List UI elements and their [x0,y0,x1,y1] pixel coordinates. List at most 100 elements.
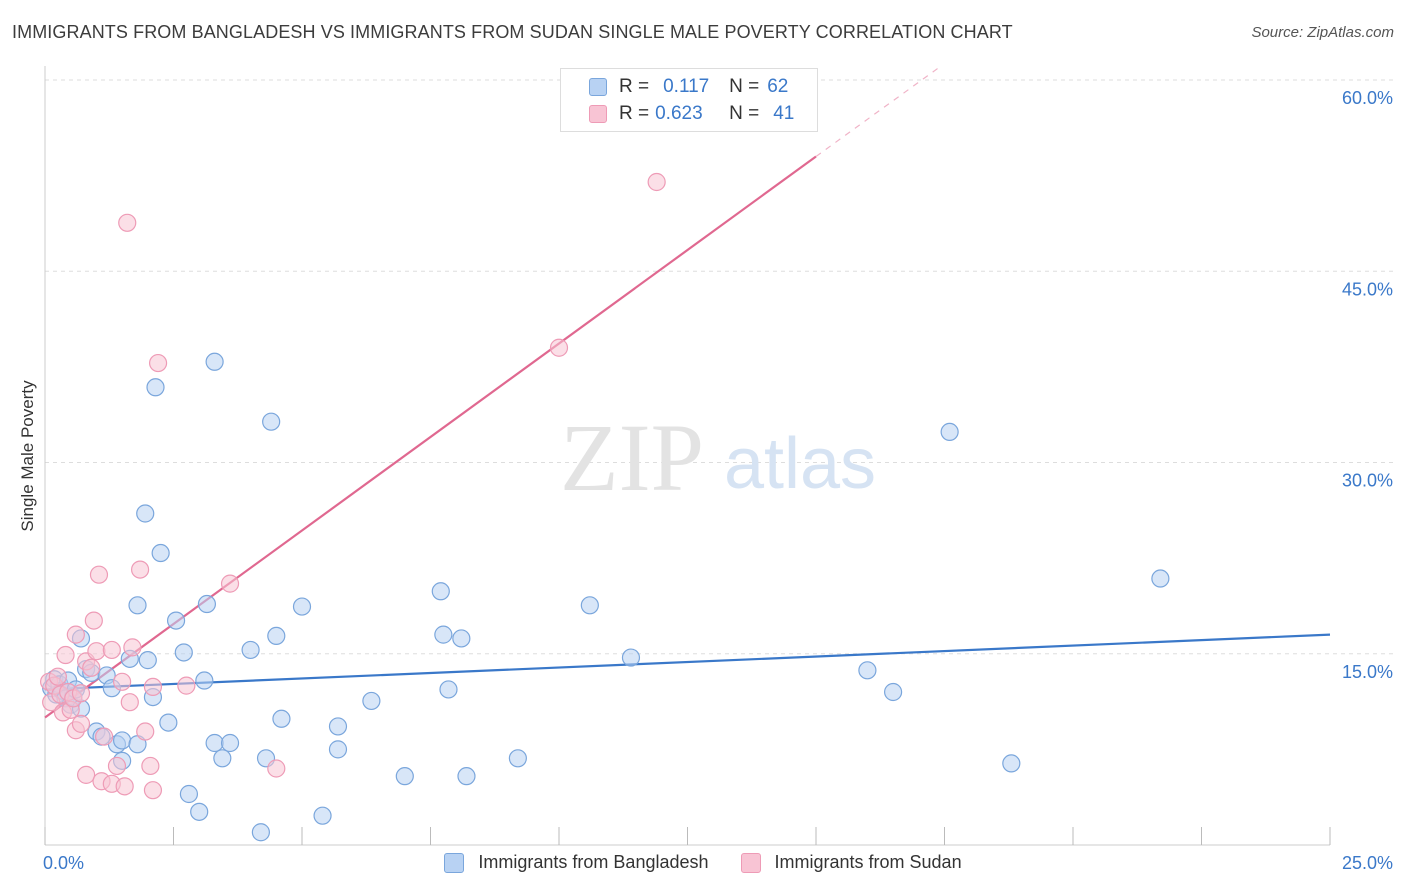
point-bangladesh [362,691,381,711]
y-tick-label: 45.0% [1342,279,1393,299]
point-bangladesh [1151,569,1170,588]
source-credit: Source: ZipAtlas.com [1251,24,1394,41]
point-bangladesh [1002,754,1021,773]
point-sudan [66,625,85,644]
point-bangladesh [205,352,224,371]
point-sudan [71,684,91,703]
legend-item-sudan: Immigrants from Sudan [740,852,962,873]
point-bangladesh [151,543,170,563]
y-tick-label: 30.0% [1342,471,1393,491]
point-bangladesh [858,661,877,680]
point-bangladesh [580,596,599,615]
point-bangladesh [190,802,209,821]
chart-title: IMMIGRANTS FROM BANGLADESH VS IMMIGRANTS… [12,22,1013,42]
point-sudan [141,756,160,776]
point-bangladesh [883,682,903,702]
legend-swatch-sudan [740,852,761,873]
point-bangladesh [146,378,165,397]
point-bangladesh [292,597,312,616]
point-bangladesh [205,733,224,753]
point-bangladesh [328,717,348,736]
legend-row-bangladesh: R = 0.117 N = 62 [589,75,788,99]
legend-swatch-bangladesh [589,78,607,96]
point-bangladesh [439,680,458,699]
point-bangladesh [138,651,157,670]
point-sudan [107,756,127,776]
point-sudan [549,338,569,357]
y-tick-label: 60.0% [1342,88,1393,108]
legend-n-value: 41 [773,103,795,124]
point-sudan [89,565,109,584]
point-sudan [130,560,150,579]
point-sudan [148,353,168,373]
gridlines [45,79,1395,655]
point-bangladesh [328,740,348,759]
point-bangladesh [179,784,199,804]
x-tick-label: 0.0% [43,853,84,873]
legend-item-bangladesh: Immigrants from Bangladesh [444,852,709,873]
point-sudan [56,645,75,665]
point-sudan [220,574,240,593]
correlation-legend: R = 0.117 N = 62 R = 0.623 N = 41 [560,68,818,132]
watermark: ZIP atlas [560,404,876,511]
point-sudan [84,611,103,630]
point-sudan [120,693,139,712]
point-bangladesh [112,731,132,750]
legend-label-sudan: Immigrants from Sudan [774,852,962,872]
series-legend: Immigrants from Bangladesh Immigrants fr… [0,852,1406,873]
point-bangladesh [457,767,476,786]
y-tick-label: 15.0% [1342,662,1393,682]
point-sudan [87,642,106,661]
point-sudan [95,727,114,746]
legend-label-bangladesh: Immigrants from Bangladesh [478,852,709,872]
tick-labels: 15.0% 30.0% 45.0% 60.0% 0.0% 25.0% [43,88,1393,873]
point-bangladesh [267,626,286,646]
watermark-zip: ZIP [560,404,704,511]
point-bangladesh [621,648,641,667]
watermark-atlas: atlas [724,424,876,504]
point-bangladesh [431,582,450,601]
axes [44,66,1331,846]
point-bangladesh [136,504,155,523]
point-sudan [118,213,137,232]
point-bangladesh [241,640,260,660]
trend-line-sudan-extension [815,66,940,157]
legend-r-value: 0.117 [663,76,710,97]
point-sudan [115,777,134,796]
legend-r-label: R = [619,76,650,97]
legend-swatch-bangladesh [444,852,465,873]
point-sudan [123,638,142,657]
point-bangladesh [313,806,332,825]
point-sudan [71,714,91,733]
legend-row-sudan: R = 0.623 N = 41 [589,102,794,126]
point-sudan [143,781,163,800]
legend-n-value: 62 [767,76,789,97]
point-sudan [136,722,155,741]
legend-swatch-sudan [589,105,607,123]
point-sudan [177,676,196,695]
point-bangladesh [940,422,959,441]
point-sudan [143,677,163,697]
point-sudan [112,672,132,691]
legend-r-label: R = [619,103,650,124]
point-bangladesh [272,709,291,728]
legend-n-label: N = [729,103,760,124]
data-points [40,172,1170,842]
point-bangladesh [159,713,178,732]
point-bangladesh [213,749,232,768]
point-bangladesh [166,611,186,630]
point-sudan [48,667,67,686]
point-bangladesh [197,594,217,614]
point-bangladesh [434,625,453,644]
point-bangladesh [262,412,281,431]
trend-line-bangladesh [44,633,1331,691]
point-bangladesh [508,749,527,768]
point-bangladesh [251,823,270,842]
point-sudan [267,759,286,778]
x-tick-label: 25.0% [1342,853,1393,873]
point-sudan [77,765,96,784]
point-bangladesh [452,629,471,648]
point-bangladesh [195,671,214,690]
point-bangladesh [395,767,414,786]
legend-n-label: N = [729,76,760,97]
